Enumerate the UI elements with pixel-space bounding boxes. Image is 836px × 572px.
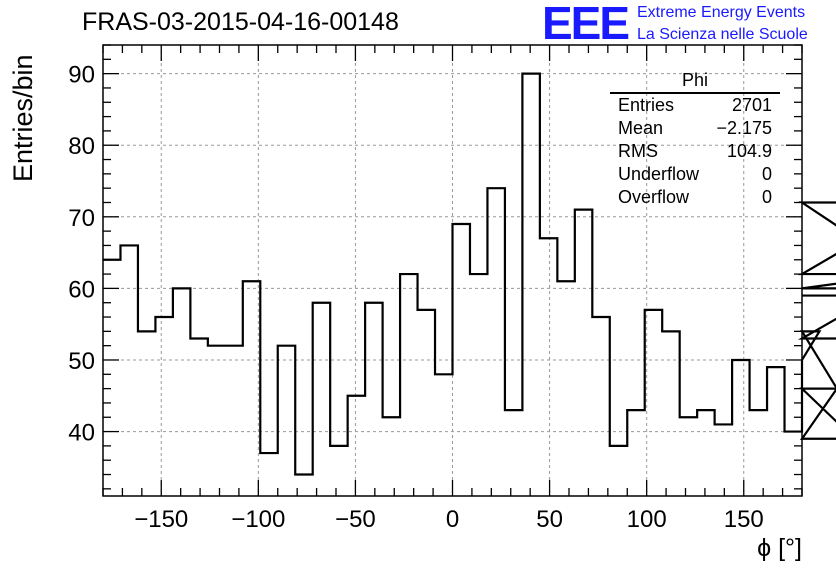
y-tick-label: 60 <box>68 276 95 303</box>
stats-underflow-label: Underflow <box>618 164 700 184</box>
stats-row-overflow: Overflow 0 <box>610 186 780 209</box>
x-tick-label: 50 <box>536 506 563 533</box>
stats-overflow-label: Overflow <box>618 187 690 207</box>
logo-line-1: Extreme Energy Events <box>637 4 806 21</box>
stats-row-mean: Mean −2.175 <box>610 117 780 140</box>
stats-entries-value: 2701 <box>731 95 772 115</box>
stats-entries-label: Entries <box>618 95 675 115</box>
x-tick-label: −150 <box>134 506 188 533</box>
x-tick-label: −50 <box>335 506 376 533</box>
y-tick-label: 80 <box>68 133 95 160</box>
stats-overflow-value: 0 <box>761 187 772 207</box>
x-tick-label: −100 <box>231 506 285 533</box>
stats-mean-label: Mean <box>618 118 664 138</box>
stats-box-title: Phi <box>610 70 780 94</box>
y-axis-label: Entries/bin <box>8 54 38 182</box>
stats-rms-label: RMS <box>618 141 658 161</box>
x-tick-label: 100 <box>627 506 667 533</box>
stats-row-rms: RMS 104.9 <box>610 140 780 163</box>
stats-box: Phi Entries 2701 Mean −2.175 RMS 104.9 U… <box>610 70 780 209</box>
stats-row-underflow: Underflow 0 <box>610 163 780 186</box>
stats-rms-value: 104.9 <box>726 141 772 161</box>
y-tick-label: 90 <box>68 62 95 89</box>
y-tick-label: 40 <box>68 420 95 447</box>
x-axis-label: ϕ [°] <box>757 534 802 562</box>
chart-title: FRAS-03-2015-04-16-00148 <box>82 8 399 36</box>
stats-row-entries: Entries 2701 <box>610 94 780 117</box>
logo-line-2: La Scienza nelle Scuole <box>637 26 808 43</box>
stats-underflow-value: 0 <box>761 164 772 184</box>
y-tick-label: 50 <box>68 348 95 375</box>
x-tick-label: 150 <box>724 506 764 533</box>
y-tick-label: 70 <box>68 205 95 232</box>
eee-logo-mark: EEE <box>542 0 630 49</box>
histogram-line <box>103 72 836 476</box>
x-tick-label: 0 <box>446 506 459 533</box>
stats-mean-value: −2.175 <box>716 118 772 138</box>
